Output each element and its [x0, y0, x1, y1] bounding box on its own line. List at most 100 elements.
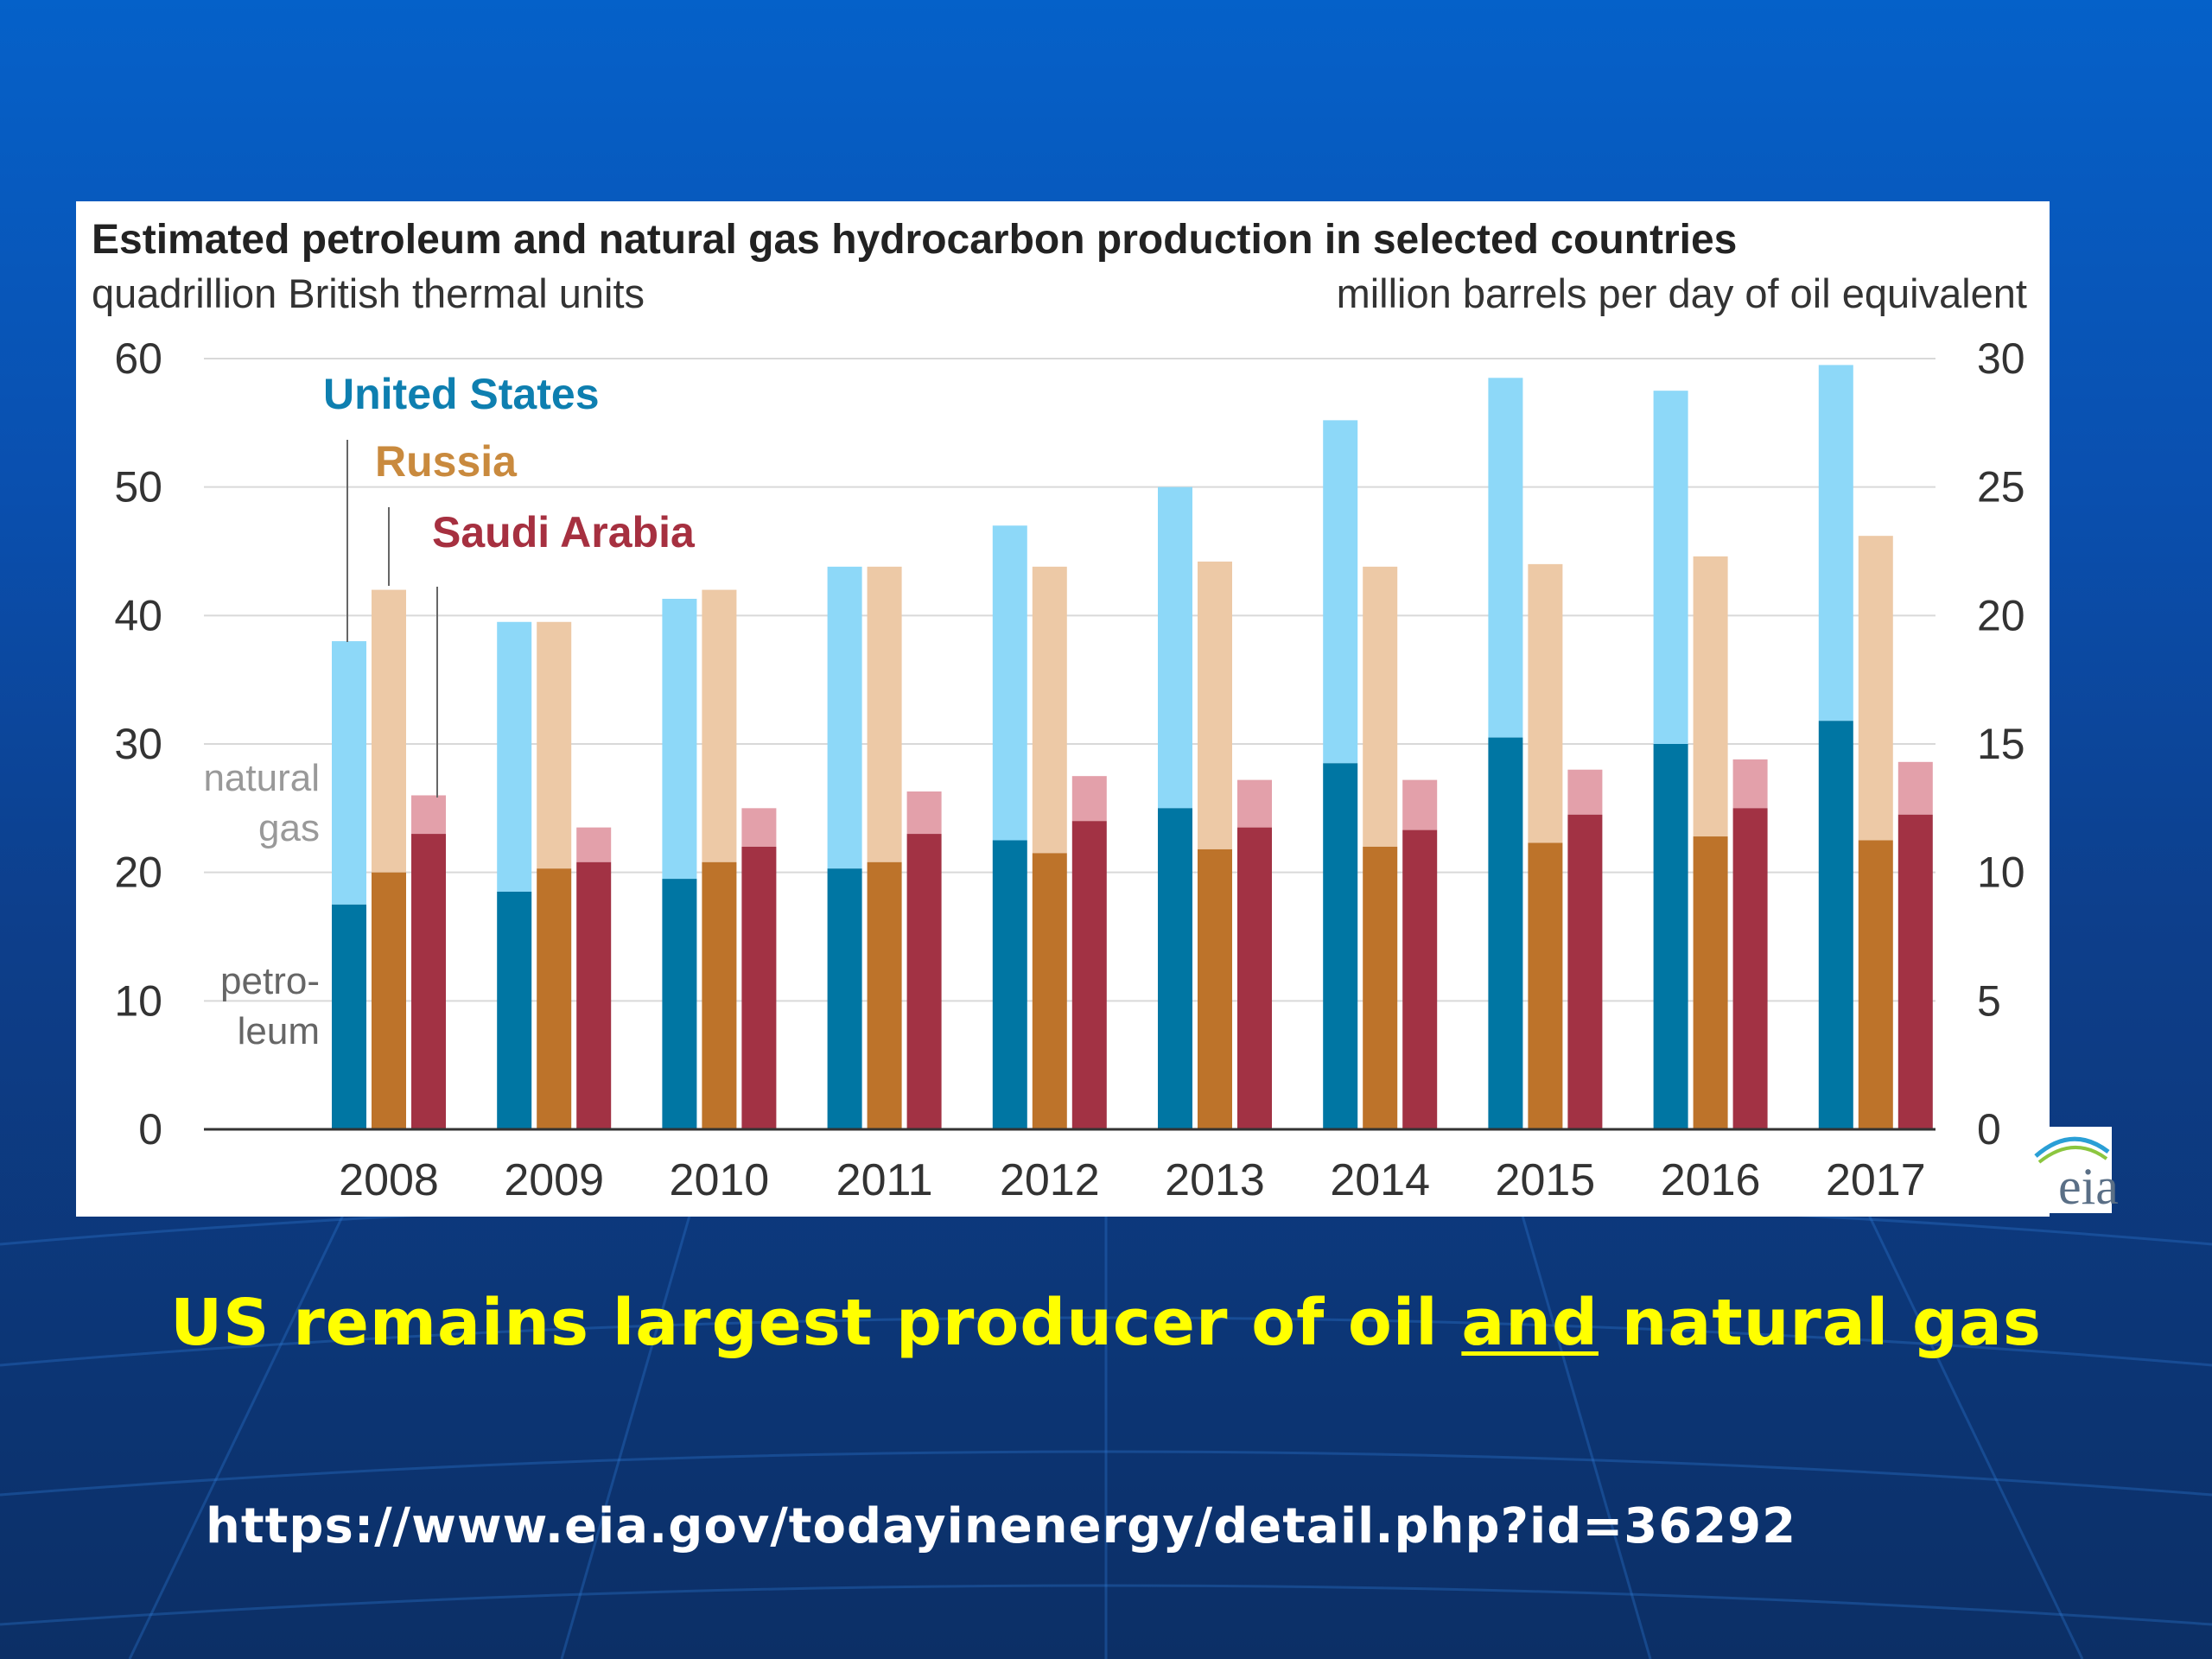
bar-petroleum — [1402, 830, 1438, 1129]
y-tick-left: 10 — [114, 976, 162, 1025]
bar-petroleum — [1693, 836, 1728, 1129]
source-link[interactable]: https://www.eia.gov/todayinenergy/detail… — [206, 1498, 1797, 1554]
bar-gas — [992, 525, 1027, 841]
x-tick: 2012 — [1000, 1155, 1100, 1205]
x-tick: 2008 — [339, 1155, 439, 1205]
bar-gas — [1488, 378, 1523, 738]
y-tick-left: 30 — [114, 720, 162, 768]
bar-gas — [1897, 761, 1933, 815]
bar-gas — [1071, 776, 1107, 822]
caption-text-1: US remains largest producer of oil — [170, 1286, 1462, 1360]
petroleum-label-line2: leum — [238, 1010, 320, 1052]
bar-petroleum — [1158, 808, 1192, 1129]
bar-petroleum — [497, 891, 532, 1129]
bar-petroleum — [741, 846, 777, 1129]
bar-gas — [1323, 420, 1358, 764]
bar-gas — [1363, 566, 1398, 847]
eia-logo-swoosh — [2034, 1136, 2110, 1158]
bar-petroleum — [372, 872, 406, 1129]
x-tick: 2013 — [1165, 1155, 1265, 1205]
component-labels: natural gas petro- leum — [203, 757, 320, 1052]
bar-gas — [702, 589, 737, 862]
y-tick-right: 5 — [1977, 976, 2001, 1025]
y-tick-right: 0 — [1977, 1105, 2001, 1154]
bar-gas — [1858, 536, 1893, 841]
left-axis-unit-label: quadrillion British thermal units — [92, 270, 645, 316]
natural-gas-label-line2: gas — [258, 807, 320, 849]
bar-petroleum — [992, 840, 1027, 1129]
x-tick: 2011 — [836, 1155, 933, 1205]
bar-gas — [741, 808, 777, 847]
bar-petroleum — [1323, 763, 1358, 1129]
eia-logo-swoosh-2 — [2037, 1146, 2108, 1164]
bar-petroleum — [827, 868, 862, 1129]
bar-gas — [1528, 563, 1563, 843]
y-tick-left: 60 — [114, 334, 162, 383]
bar-petroleum — [411, 834, 446, 1129]
bar-petroleum — [1363, 846, 1398, 1129]
x-tick: 2016 — [1661, 1155, 1761, 1205]
eia-logo-text: eia — [2058, 1158, 2119, 1215]
x-axis: 2008 2009 2010 2011 2012 2013 2014 2015 2016 2017 — [339, 1155, 1925, 1205]
bar-gas — [1158, 486, 1192, 809]
bar-gas — [1237, 779, 1272, 828]
bar-petroleum — [867, 861, 902, 1129]
bar-petroleum — [1818, 721, 1853, 1129]
bar-gas — [827, 566, 862, 869]
bar-petroleum — [1488, 737, 1523, 1129]
y-tick-right: 25 — [1977, 463, 2025, 512]
right-axis-unit-label: million barrels per day of oil equivalen… — [1337, 270, 2027, 316]
left-y-axis: 60 50 40 30 20 10 0 — [114, 334, 162, 1154]
bar-petroleum — [537, 868, 572, 1129]
bar-petroleum — [1653, 744, 1688, 1129]
production-chart: Estimated petroleum and natural gas hydr… — [92, 217, 2119, 1215]
y-tick-left: 50 — [114, 463, 162, 512]
bars — [332, 365, 1933, 1129]
x-tick: 2009 — [504, 1155, 604, 1205]
legend-label-saudi-arabia: Saudi Arabia — [432, 508, 696, 556]
y-tick-right: 30 — [1977, 334, 2025, 383]
bar-gas — [372, 589, 406, 873]
y-tick-right: 10 — [1977, 849, 2025, 897]
y-tick-left: 40 — [114, 591, 162, 639]
bar-petroleum — [662, 879, 697, 1129]
bar-gas — [1693, 556, 1728, 837]
y-tick-left: 20 — [114, 849, 162, 897]
eia-logo: eia — [2034, 1136, 2119, 1215]
bar-gas — [576, 827, 612, 862]
x-tick: 2015 — [1496, 1155, 1596, 1205]
natural-gas-label-line1: natural — [203, 757, 320, 799]
bar-gas — [1653, 391, 1688, 744]
chart-title: Estimated petroleum and natural gas hydr… — [92, 217, 1737, 263]
right-y-axis: 30 25 20 15 10 5 0 — [1977, 334, 2025, 1154]
bar-petroleum — [1528, 842, 1563, 1129]
series-legend: United States Russia Saudi Arabia — [323, 370, 696, 798]
gridlines — [204, 358, 1936, 1002]
y-tick-right: 20 — [1977, 591, 2025, 639]
bar-petroleum — [1858, 840, 1893, 1129]
bar-gas — [411, 795, 446, 835]
bar-petroleum — [1732, 808, 1768, 1129]
bar-gas — [1567, 769, 1603, 815]
bar-petroleum — [1032, 853, 1067, 1129]
x-tick: 2014 — [1330, 1155, 1430, 1205]
y-tick-right: 15 — [1977, 720, 2025, 768]
bar-petroleum — [906, 834, 942, 1129]
bar-gas — [537, 621, 572, 869]
x-tick: 2017 — [1826, 1155, 1926, 1205]
bar-gas — [1402, 779, 1438, 830]
caption-text-2: natural gas — [1598, 1286, 2042, 1360]
bar-petroleum — [1198, 849, 1232, 1129]
bar-gas — [906, 791, 942, 835]
bar-petroleum — [1567, 814, 1603, 1129]
legend-label-russia: Russia — [375, 437, 518, 486]
bar-petroleum — [1237, 827, 1272, 1129]
bar-petroleum — [332, 904, 366, 1129]
bar-petroleum — [702, 861, 737, 1129]
bar-gas — [1032, 566, 1067, 854]
bar-petroleum — [1071, 821, 1107, 1129]
bar-gas — [1818, 365, 1853, 721]
y-tick-left: 0 — [138, 1105, 162, 1154]
bar-gas — [332, 641, 366, 905]
